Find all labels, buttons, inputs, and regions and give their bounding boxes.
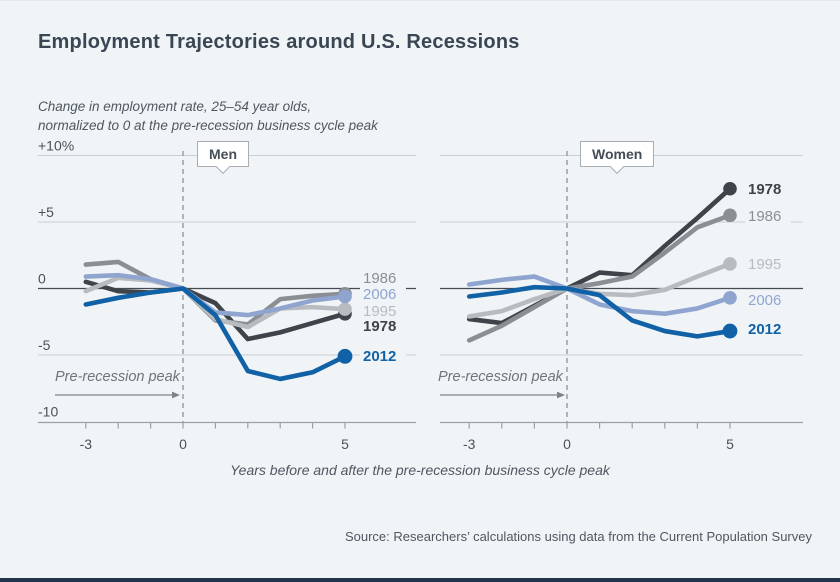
series-line-2012	[466, 284, 733, 339]
series-line-2012	[83, 286, 348, 382]
series-label-1978: 1978	[363, 318, 396, 335]
panel-label-men: Men	[197, 141, 249, 167]
series-label-knockout	[745, 256, 791, 274]
chart-subtitle: Change in employment rate, 25–54 year ol…	[38, 97, 378, 135]
y-tick-label: +5	[38, 204, 54, 220]
x-tick-label: 0	[179, 436, 187, 452]
series-label-1986: 1986	[748, 208, 781, 225]
x-tick-label: 5	[726, 436, 734, 452]
series-label-knockout	[745, 321, 791, 339]
series-label-knockout	[360, 270, 406, 288]
x-axis-title: Years before and after the pre-recession…	[230, 462, 610, 478]
series-endpoint-dot-1995	[723, 257, 737, 271]
series-endpoint-dot-1978	[723, 181, 737, 196]
series-label-1995: 1995	[363, 303, 396, 320]
x-tick-label: 0	[563, 436, 571, 452]
series-label-knockout	[360, 318, 406, 336]
series-label-1986: 1986	[363, 270, 396, 287]
series-endpoint-dot-2012	[337, 348, 353, 364]
page-title: Employment Trajectories around U.S. Rece…	[38, 31, 520, 53]
series-endpoint-dot-1995	[338, 302, 352, 316]
y-tick-label: -10	[38, 404, 58, 420]
series-label-2006: 2006	[748, 292, 781, 309]
y-tick-label: 0	[38, 271, 46, 287]
bottom-accent-bar	[0, 578, 840, 582]
series-label-2012: 2012	[363, 348, 396, 365]
pre-recession-peak-label-men: Pre-recession peak	[55, 369, 180, 385]
pre-recession-peak-label-women: Pre-recession peak	[438, 369, 563, 385]
chart-subtitle-line1: Change in employment rate, 25–54 year ol…	[38, 99, 312, 114]
series-line-2006	[466, 274, 733, 317]
series-label-knockout	[745, 208, 791, 226]
series-label-knockout	[745, 292, 791, 310]
pre-recession-arrow-head	[557, 391, 565, 399]
series-label-knockout	[360, 286, 406, 304]
chart-subtitle-line2: normalized to 0 at the pre-recession bus…	[38, 118, 378, 133]
series-label-1978: 1978	[748, 181, 781, 198]
series-label-2012: 2012	[748, 321, 781, 338]
series-label-knockout	[745, 181, 791, 199]
x-tick-label: -3	[80, 436, 93, 452]
series-endpoint-dot-2012	[722, 323, 738, 339]
series-endpoint-dot-2006	[723, 291, 737, 305]
x-tick-label: -3	[463, 436, 476, 452]
series-label-knockout	[360, 348, 406, 366]
series-endpoint-dot-2006	[338, 289, 352, 304]
y-tick-label: +10%	[38, 138, 74, 154]
y-tick-label: -5	[38, 337, 51, 353]
series-line-1978	[83, 279, 348, 342]
source-credit: Source: Researchers’ calculations using …	[344, 529, 812, 544]
series-label-1995: 1995	[748, 256, 781, 273]
pre-recession-arrow-head	[172, 391, 180, 399]
x-tick-label: 5	[341, 436, 349, 452]
series-label-2006: 2006	[363, 286, 396, 303]
series-endpoint-dot-1986	[723, 208, 737, 223]
series-label-knockout	[360, 303, 406, 321]
series-line-1986	[466, 213, 733, 343]
panel-label-women: Women	[580, 141, 655, 167]
